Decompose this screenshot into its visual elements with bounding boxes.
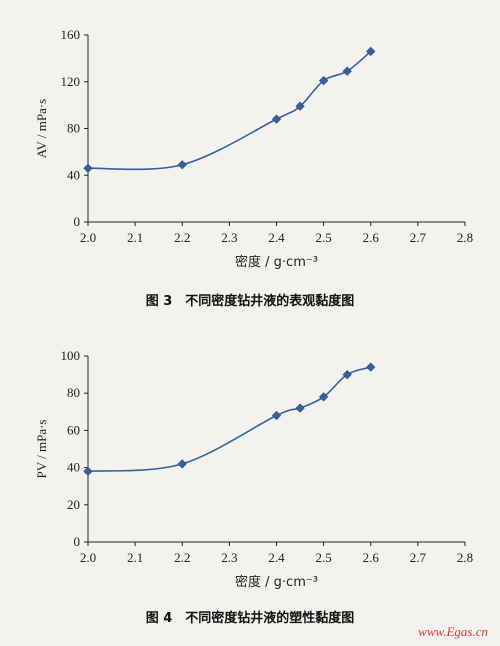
y-tick-label: 80 [67, 121, 80, 136]
x-tick-label: 2.4 [268, 230, 285, 245]
y-tick-label: 0 [74, 214, 81, 229]
y-axis-title: AV / mPa·s [34, 99, 49, 158]
x-tick-label: 2.1 [127, 230, 143, 245]
data-point [271, 410, 282, 421]
x-tick-label: 2.7 [410, 230, 427, 245]
y-tick-label: 100 [61, 348, 81, 363]
data-point [295, 403, 305, 413]
x-tick-label: 2.6 [363, 550, 380, 565]
figure-caption: 图 4 不同密度钻井液的塑性黏度图 [146, 610, 355, 626]
y-tick-label: 60 [67, 422, 80, 437]
y-tick-label: 120 [61, 74, 81, 89]
data-point [366, 46, 376, 56]
x-tick-label: 2.6 [363, 230, 380, 245]
y-tick-label: 40 [67, 167, 80, 182]
x-tick-label: 2.3 [221, 550, 237, 565]
x-tick-label: 2.0 [80, 550, 96, 565]
x-tick-label: 2.8 [457, 550, 473, 565]
y-axis-title: PV / mPa·s [34, 420, 49, 479]
data-point [271, 114, 282, 124]
x-tick-label: 2.8 [457, 230, 473, 245]
series-line [87, 366, 371, 473]
y-tick-label: 0 [74, 534, 81, 549]
data-point [177, 459, 187, 469]
data-point [342, 369, 352, 380]
watermark-text: www.Egas.cn [418, 624, 488, 639]
x-axis-title: 密度 / g·cm⁻³ [235, 254, 318, 270]
data-point [83, 163, 93, 173]
x-tick-label: 2.7 [410, 550, 427, 565]
data-point [83, 466, 93, 476]
chart-plastic-viscosity: 0 20 40 60 80 100 2.0 2.1 2.2 2.3 2.4 2.5 2.6 2.7 2.8 P… [34, 348, 473, 626]
x-tick-label: 2.1 [127, 550, 143, 565]
x-tick-label: 2.0 [80, 230, 96, 245]
data-point [177, 160, 187, 170]
x-tick-label: 2.5 [316, 230, 332, 245]
y-tick-label: 20 [67, 497, 80, 512]
y-tick-label: 80 [67, 385, 80, 400]
data-point [342, 66, 352, 76]
x-tick-label: 2.2 [174, 550, 190, 565]
y-tick-label: 160 [61, 27, 81, 42]
data-point [366, 362, 376, 372]
series-line [87, 50, 372, 171]
chart-apparent-viscosity: 0 40 80 120 160 2.0 2.1 2.2 2.3 2.4 2.5 2.6 2.7 2.8 AV… [34, 27, 473, 309]
data-point [295, 101, 305, 111]
x-tick-label: 2.3 [221, 230, 237, 245]
x-tick-label: 2.4 [268, 550, 285, 565]
x-axis-title: 密度 / g·cm⁻³ [235, 574, 318, 590]
x-tick-label: 2.5 [316, 550, 332, 565]
data-point [319, 75, 329, 86]
figure-caption: 图 3 不同密度钻井液的表观黏度图 [146, 293, 355, 309]
x-tick-label: 2.2 [174, 230, 190, 245]
y-tick-label: 40 [67, 460, 80, 475]
data-point [319, 392, 329, 402]
